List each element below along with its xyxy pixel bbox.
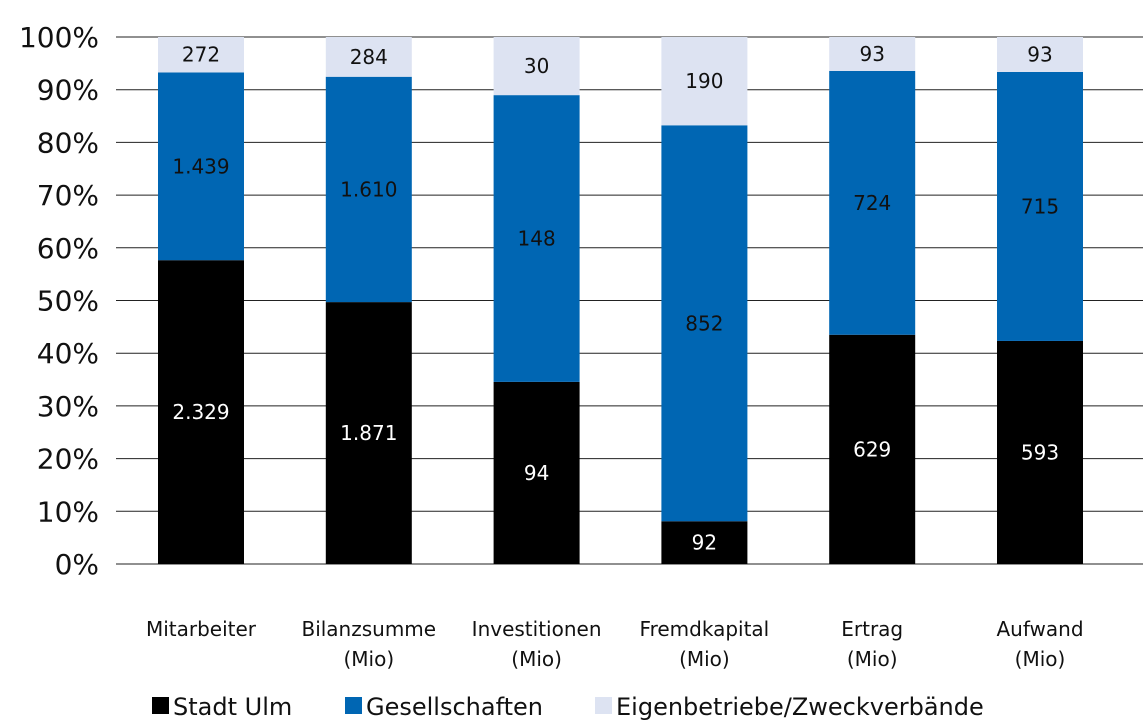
bars xyxy=(158,37,1083,564)
data-label: 30 xyxy=(524,54,549,78)
legend-swatch xyxy=(152,697,169,714)
legend-label: Gesellschaften xyxy=(366,693,543,721)
bar-segment xyxy=(493,37,580,96)
data-label: 629 xyxy=(853,437,891,461)
bar-segment xyxy=(325,37,412,77)
bar-segment xyxy=(997,340,1083,564)
legend-swatch xyxy=(345,697,362,714)
x-axis-ticks: Mitarbeiter Bilanzsumme (Mio) Investitionen… xyxy=(146,617,1084,671)
data-label: 190 xyxy=(685,69,723,93)
data-label: 724 xyxy=(853,191,891,215)
bar-segment xyxy=(325,302,412,564)
legend-swatch xyxy=(595,697,612,714)
data-label: 1.871 xyxy=(340,421,397,445)
x-tick-label: Investitionen xyxy=(472,617,602,641)
x-tick-label: (Mio) xyxy=(511,647,562,671)
x-tick-label: Mitarbeiter xyxy=(146,617,257,641)
bar-segment xyxy=(997,37,1083,72)
y-tick-label: 90% xyxy=(37,74,99,107)
bar-segment xyxy=(661,37,748,126)
y-tick-label: 20% xyxy=(37,443,99,476)
bar-segment xyxy=(829,37,916,71)
data-labels: 2.329 1.439 272 1.871 1.610 284 94 148 30 92 852 19… xyxy=(172,42,1059,555)
y-tick-label: 40% xyxy=(37,337,99,370)
bar-segment xyxy=(829,70,916,335)
data-label: 1.439 xyxy=(172,154,229,178)
data-label: 1.610 xyxy=(340,177,397,201)
x-tick-label: (Mio) xyxy=(847,647,898,671)
data-label: 715 xyxy=(1021,194,1059,218)
y-tick-label: 60% xyxy=(37,232,99,265)
y-axis-ticks: 0% 10% 20% 30% 40% 50% 60% 70% 80% 90% 100% xyxy=(19,21,99,581)
bar-segment xyxy=(158,37,244,73)
y-tick-label: 10% xyxy=(37,495,99,528)
data-label: 148 xyxy=(518,227,556,251)
y-tick-label: 30% xyxy=(37,390,99,423)
x-tick-label: Fremdkapital xyxy=(640,617,770,641)
bar-segment xyxy=(493,95,580,382)
bar-segment xyxy=(997,71,1083,341)
legend: Stadt Ulm Gesellschaften Eigenbetriebe/Zwe… xyxy=(152,693,984,721)
y-tick-label: 80% xyxy=(37,126,99,159)
y-tick-label: 100% xyxy=(19,21,99,54)
bar-segment xyxy=(158,260,244,564)
gridlines xyxy=(116,36,1143,565)
x-tick-label: (Mio) xyxy=(343,647,394,671)
x-tick-label: Aufwand xyxy=(996,617,1083,641)
data-label: 284 xyxy=(350,45,388,69)
bar-segment xyxy=(158,72,244,261)
data-label: 593 xyxy=(1021,440,1059,464)
legend-label: Stadt Ulm xyxy=(173,693,292,721)
data-label: 272 xyxy=(182,43,220,67)
bar-segment xyxy=(325,76,412,303)
legend-label: Eigenbetriebe/Zweckverbände xyxy=(616,693,984,721)
y-tick-label: 70% xyxy=(37,179,99,212)
x-tick-label: (Mio) xyxy=(679,647,730,671)
data-label: 94 xyxy=(524,461,549,485)
bar-segment xyxy=(661,125,748,522)
data-label: 93 xyxy=(859,42,884,66)
x-tick-label: (Mio) xyxy=(1015,647,1066,671)
x-tick-label: Ertrag xyxy=(841,617,903,641)
y-tick-label: 50% xyxy=(37,285,99,318)
bar-segment xyxy=(829,334,916,564)
y-tick-label: 0% xyxy=(55,548,99,581)
data-label: 852 xyxy=(685,311,723,335)
data-label: 92 xyxy=(692,531,717,555)
bar-segment xyxy=(493,381,580,564)
bar-segment xyxy=(661,521,748,564)
data-label: 2.329 xyxy=(172,400,229,424)
data-label: 93 xyxy=(1027,42,1052,66)
x-tick-label: Bilanzsumme xyxy=(301,617,436,641)
